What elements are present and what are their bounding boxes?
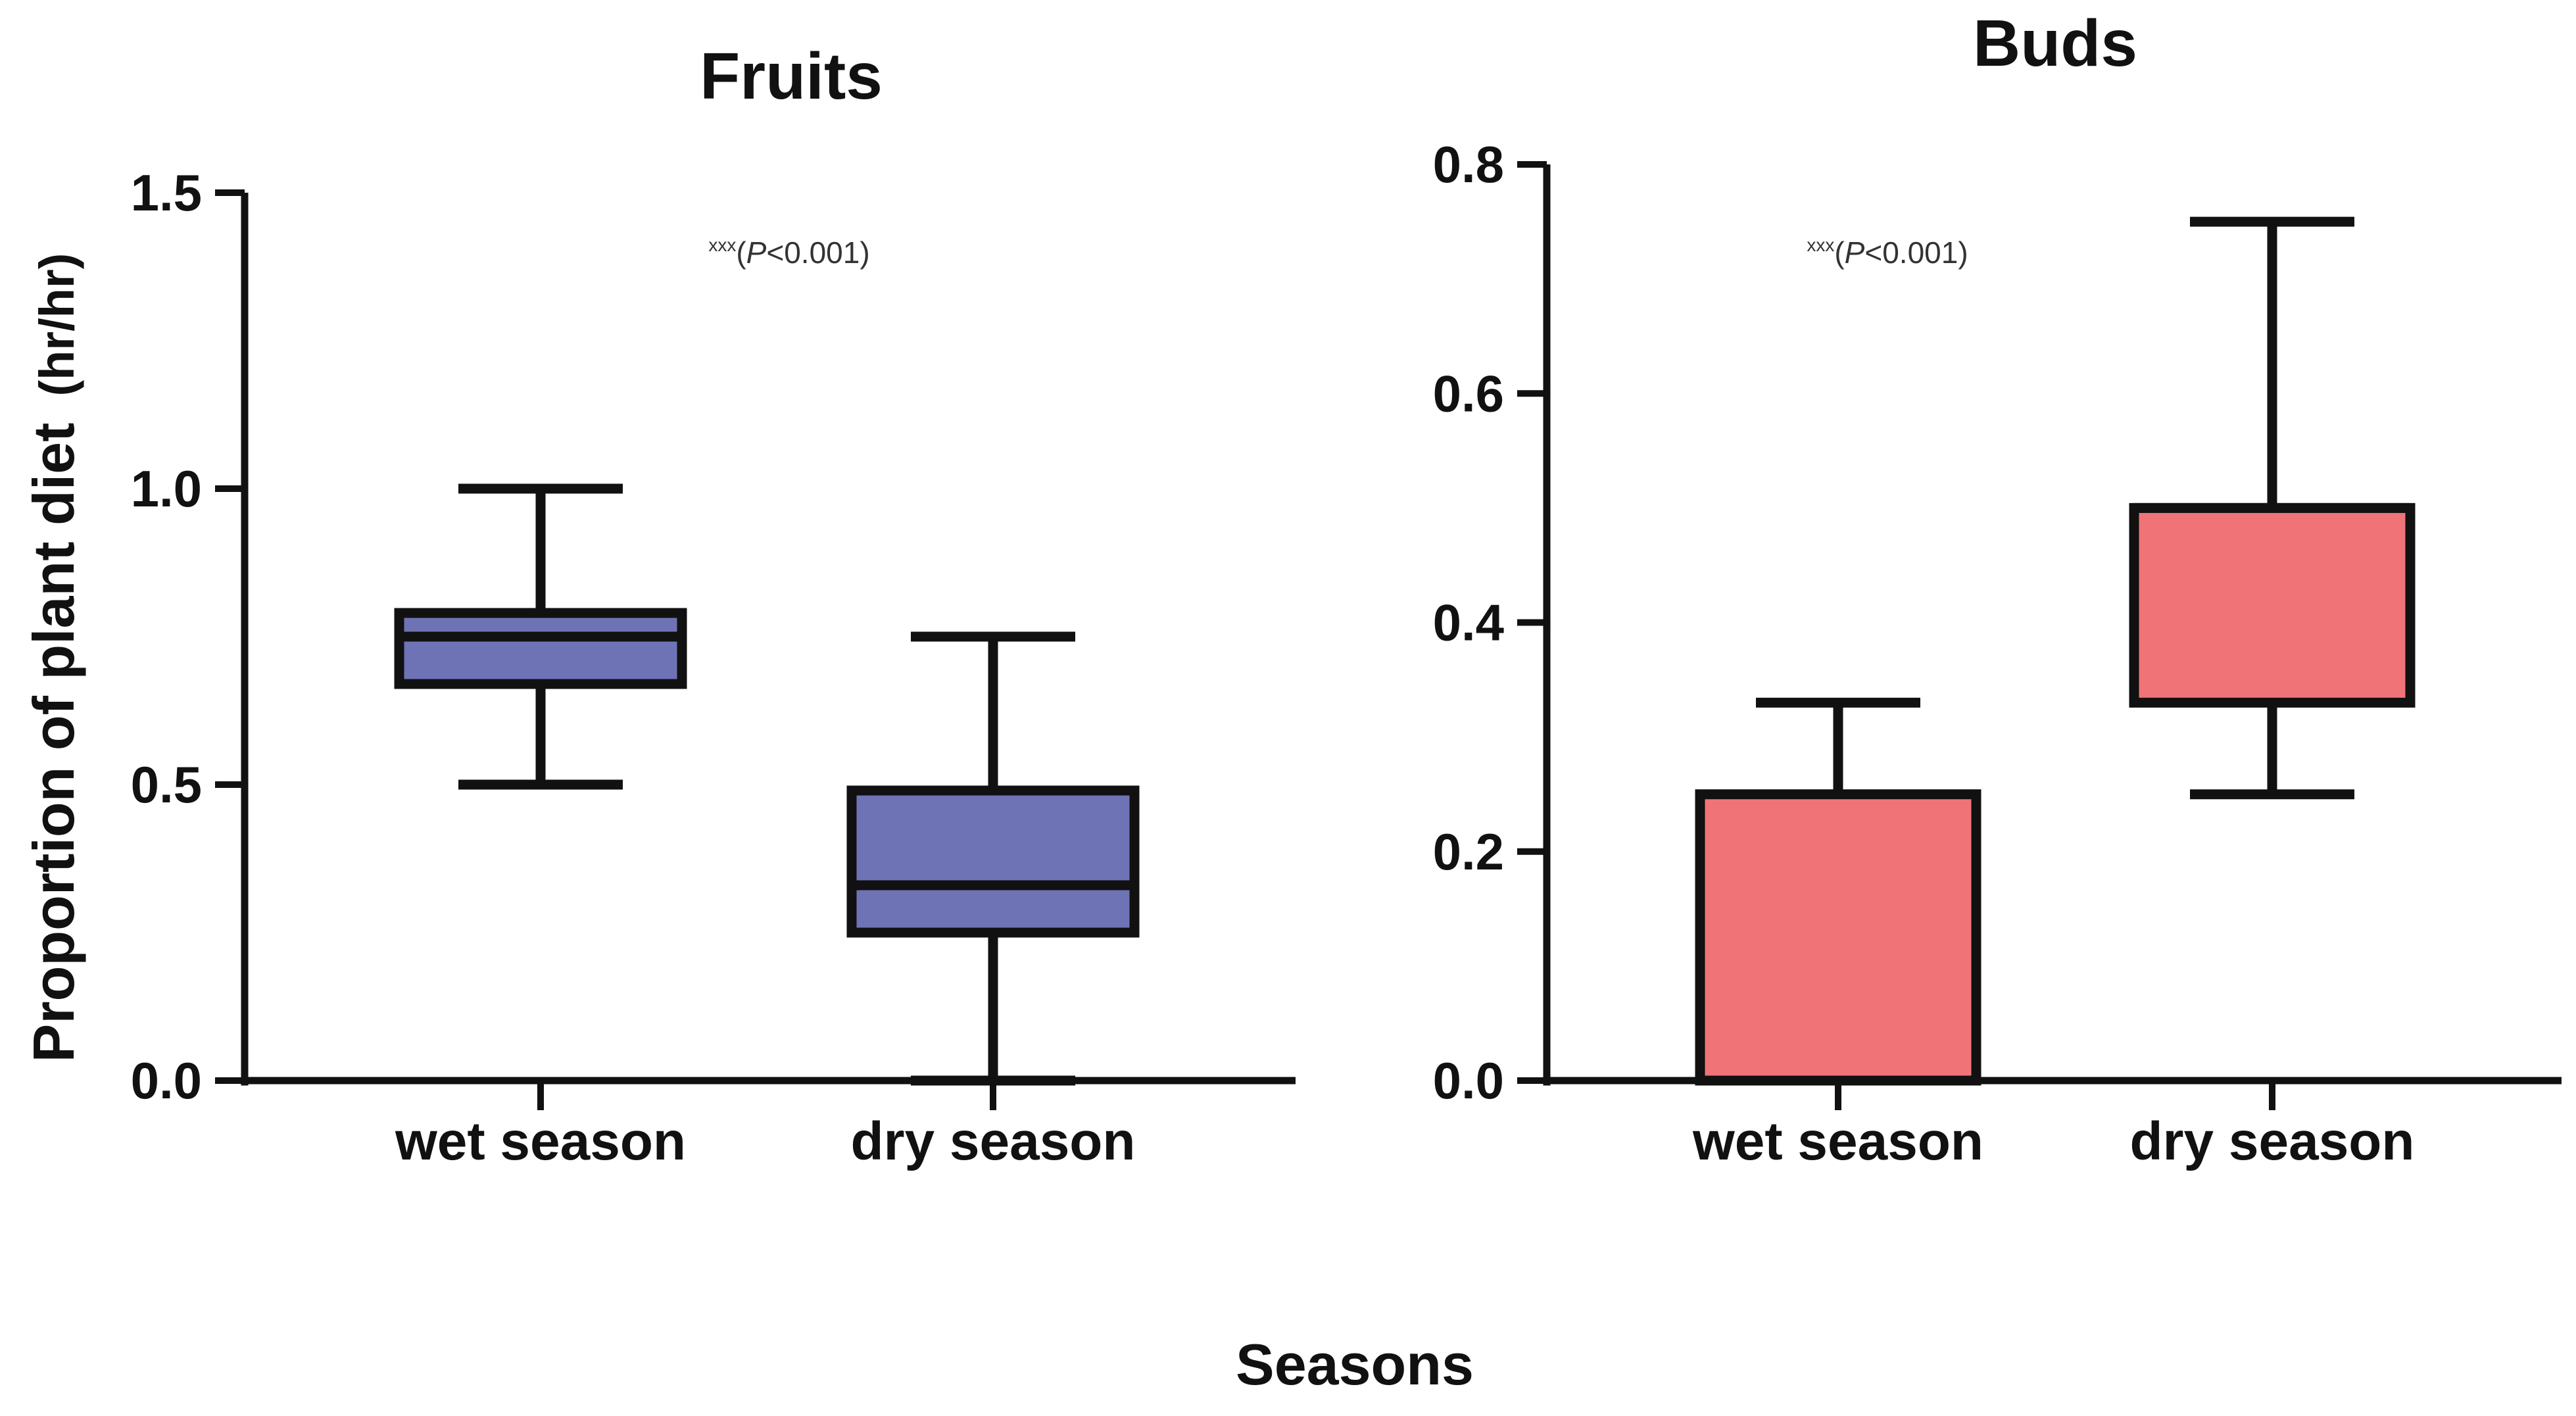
fruits-box-0 [394, 483, 687, 790]
fruits-significance-value: <0.001) [766, 235, 869, 270]
fruits-box-1 [846, 631, 1140, 1086]
fruits-panel: Fruits xxx(P<0.001) 0.0 0.5 1.0 1.5 wet seas… [131, 39, 1296, 1171]
buds-y-tick-label: 0.2 [1433, 823, 1504, 881]
buds-panel: Buds xxx(P<0.001) 0.0 0.2 0.4 0.6 0.8 wet sea… [1433, 7, 2562, 1171]
buds-axes: 0.0 0.2 0.4 0.6 0.8 wet season dry season [1433, 135, 2562, 1171]
fruits-boxes [394, 483, 1140, 1086]
fruits-significance-open: ( [736, 235, 746, 270]
fruits-box-iqr [394, 608, 687, 689]
buds-x-tick-label: dry season [2130, 1111, 2415, 1171]
fruits-title: Fruits [700, 39, 883, 113]
buds-significance-stars: xxx [1807, 235, 1834, 255]
fruits-significance-p: P [746, 235, 767, 270]
fruits-significance-stars: xxx [708, 235, 736, 255]
y-axis-label: Proportion of plant diet (hr/hr) [21, 253, 86, 1063]
buds-significance-open: ( [1834, 235, 1845, 270]
buds-significance: xxx(P<0.001) [1807, 235, 1968, 270]
fruits-axes: 0.0 0.5 1.0 1.5 wet season dry season [131, 164, 1296, 1171]
fruits-y-tick-label: 0.0 [131, 1052, 202, 1110]
buds-x-tick-label: wet season [1692, 1111, 1983, 1171]
buds-significance-value: <0.001) [1864, 235, 1968, 270]
buds-y-tick-label: 0.6 [1433, 364, 1504, 422]
buds-box-0 [1695, 697, 1981, 1086]
fruits-box-iqr [846, 785, 1140, 938]
x-axis-label: Seasons [1236, 1332, 1474, 1397]
buds-significance-p: P [1845, 235, 1865, 270]
fruits-y-tick-label: 0.5 [131, 756, 202, 814]
y-axis-label-unit: (hr/hr) [30, 253, 84, 397]
y-axis-label-text: Proportion of plant diet [21, 423, 86, 1063]
buds-box-iqr [2129, 502, 2416, 708]
buds-title: Buds [1973, 7, 2137, 80]
fruits-x-tick-label: wet season [395, 1111, 686, 1171]
buds-y-tick-label: 0.8 [1433, 135, 1504, 193]
buds-box-iqr [1695, 789, 1981, 1086]
fruits-y-tick-label: 1.0 [131, 460, 202, 518]
fruits-y-tick-label: 1.5 [131, 164, 202, 222]
buds-box-1 [2129, 216, 2416, 800]
fruits-significance: xxx(P<0.001) [708, 235, 869, 270]
buds-y-tick-label: 0.4 [1433, 594, 1504, 652]
fruits-x-tick-label: dry season [851, 1111, 1136, 1171]
buds-y-tick-label: 0.0 [1433, 1052, 1504, 1110]
buds-boxes [1695, 216, 2416, 1086]
